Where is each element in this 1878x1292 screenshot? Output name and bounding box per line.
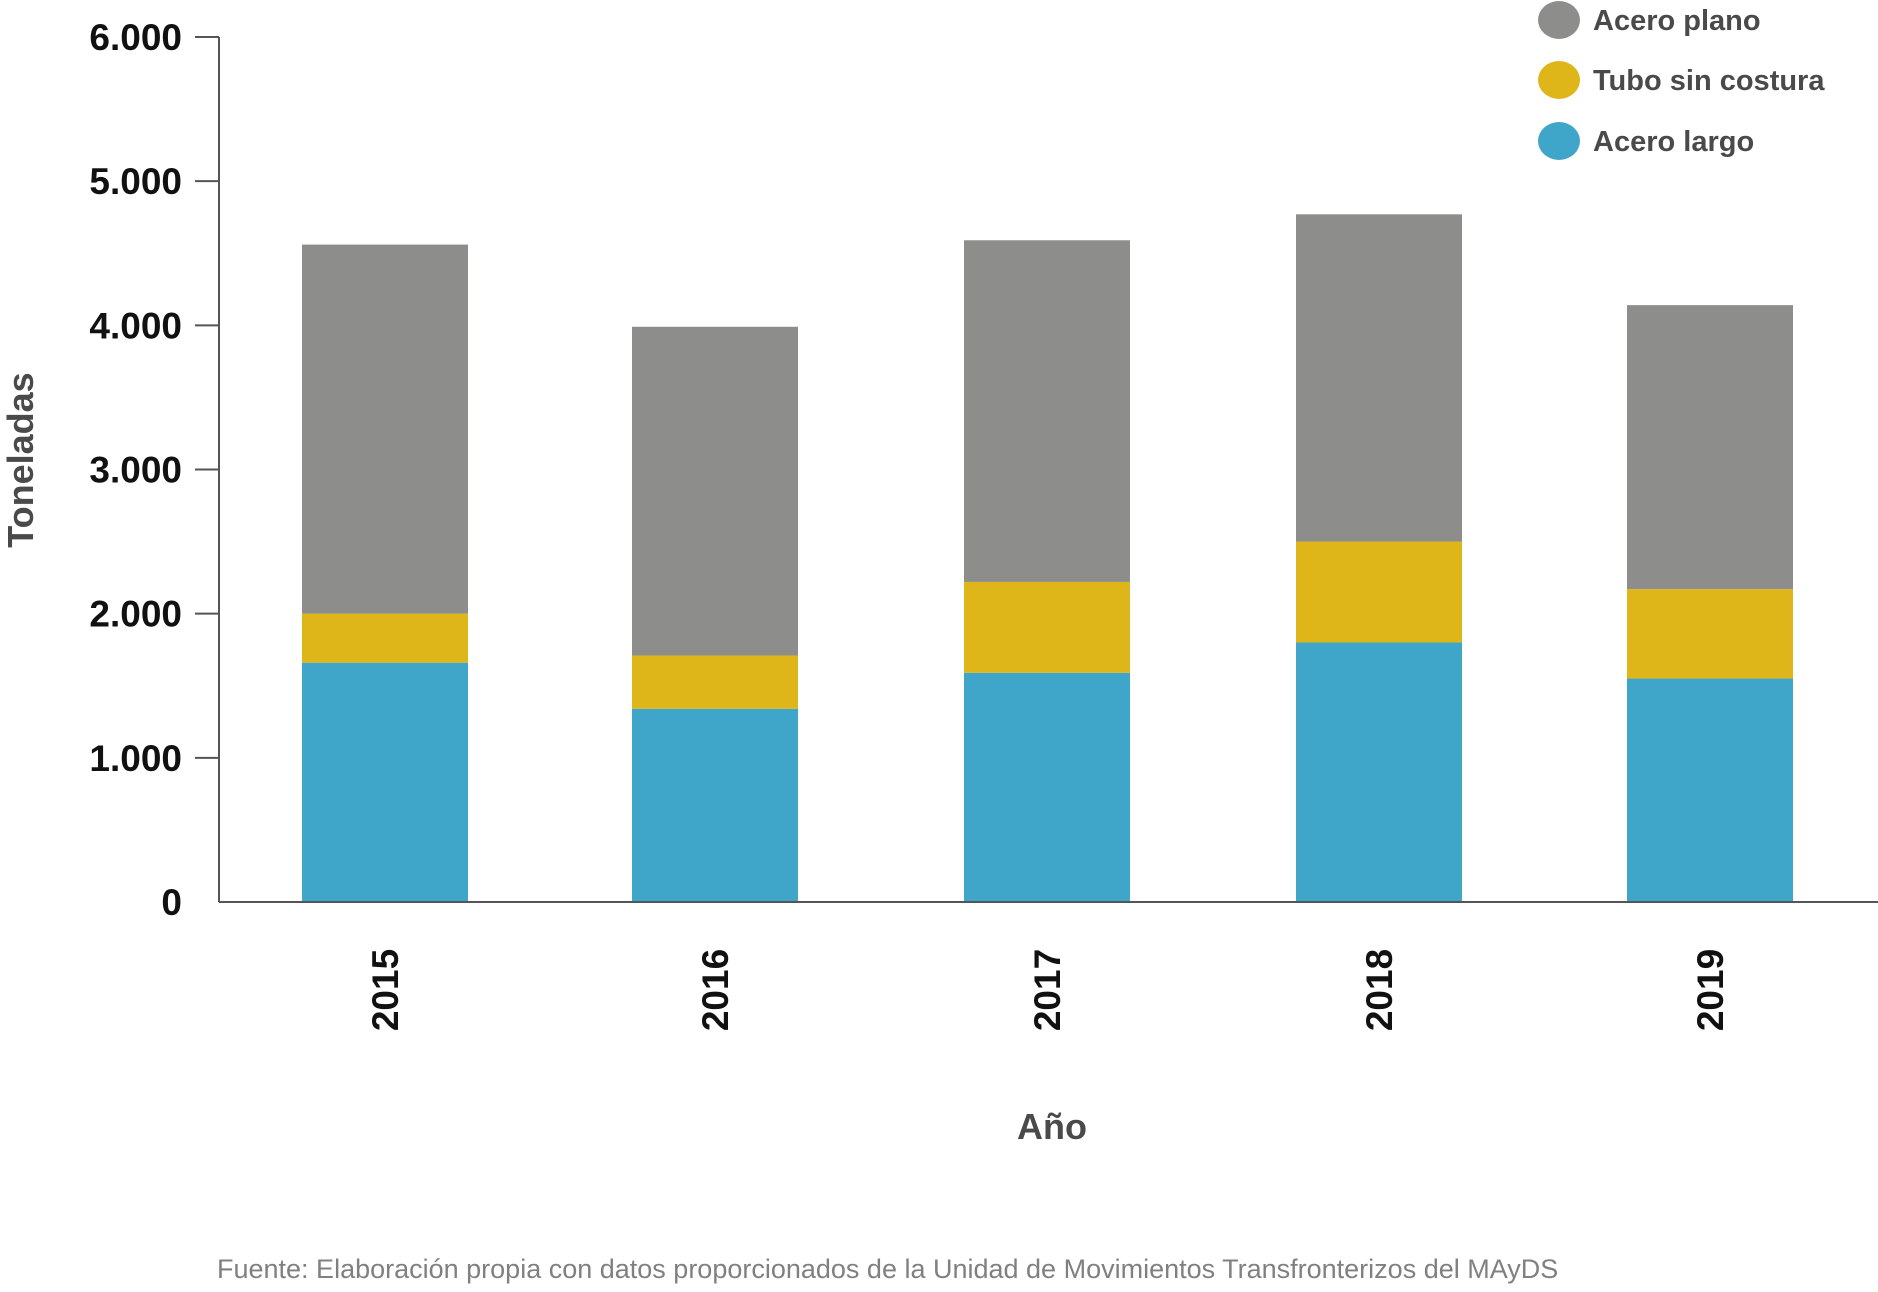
bar-segment <box>632 655 798 709</box>
legend-swatch <box>1538 1 1580 39</box>
bar-segment <box>964 581 1130 673</box>
y-tick-label: 4.000 <box>89 305 182 346</box>
bar-segment <box>1296 214 1462 542</box>
y-axis-title: Toneladas <box>0 372 41 547</box>
x-tick-label: 2018 <box>1359 949 1400 1031</box>
bar-segment <box>964 240 1130 582</box>
y-tick-label: 5.000 <box>89 161 182 202</box>
y-tick-label: 0 <box>161 882 182 923</box>
x-tick-labels: 2015 2016 2017 2018 2019 <box>365 949 1731 1031</box>
bar-segment <box>1627 678 1793 902</box>
x-tick-label: 2019 <box>1690 949 1731 1031</box>
source-note: Fuente: Elaboración propia con datos pro… <box>217 1254 1558 1284</box>
bar-segment <box>302 244 468 614</box>
bar-segment <box>964 672 1130 902</box>
y-tick-label: 3.000 <box>89 450 182 491</box>
bars-layer <box>302 214 1793 902</box>
y-ticks: 0 1.000 2.000 3.000 4.000 5.000 6.000 <box>89 17 219 923</box>
bar-segment <box>632 326 798 656</box>
bar-segment <box>1296 541 1462 643</box>
legend-label: Acero plano <box>1593 5 1761 37</box>
bar-segment <box>1296 642 1462 902</box>
legend-swatch <box>1538 122 1580 160</box>
x-axis-title: Año <box>1017 1106 1087 1147</box>
x-tick-label: 2016 <box>695 949 736 1031</box>
bar-segment <box>1627 305 1793 590</box>
legend-label: Tubo sin costura <box>1593 65 1825 97</box>
x-tick-label: 2017 <box>1027 949 1068 1031</box>
y-tick-label: 2.000 <box>89 594 182 635</box>
bar-segment <box>632 708 798 902</box>
y-tick-label: 6.000 <box>89 17 182 58</box>
bar-segment <box>302 662 468 902</box>
x-tick-label: 2015 <box>365 949 406 1031</box>
y-tick-label: 1.000 <box>89 738 182 779</box>
legend-swatch <box>1538 61 1580 99</box>
bar-segment <box>1627 589 1793 679</box>
legend: Acero plano Tubo sin costura Acero largo <box>1538 1 1825 160</box>
bar-segment <box>302 613 468 663</box>
legend-label: Acero largo <box>1593 126 1754 158</box>
